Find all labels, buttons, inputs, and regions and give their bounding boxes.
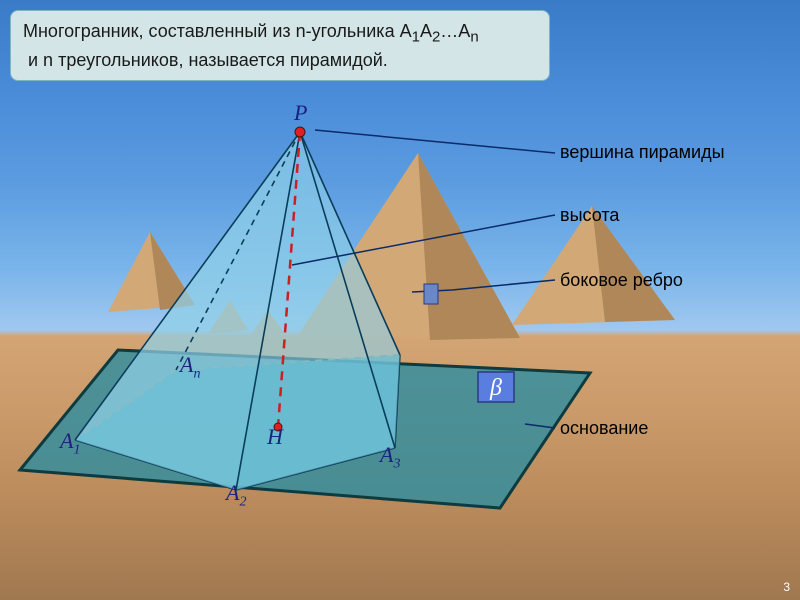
title-box: Многогранник, составленный из n-угольник…	[10, 10, 550, 81]
vertex-A1: А1	[60, 428, 80, 458]
label-height: высота	[560, 205, 619, 226]
diagram-svg: β	[0, 0, 800, 600]
title-text: Многогранник, составленный из n-угольник…	[23, 21, 479, 70]
slide-number: 3	[783, 580, 790, 594]
beta-box: β	[478, 372, 514, 402]
vertex-H: Н	[267, 424, 283, 450]
svg-text:β: β	[489, 375, 502, 401]
label-apex: вершина пирамиды	[560, 142, 725, 163]
vertex-A3: А3	[380, 442, 400, 472]
vertex-An: Аn	[180, 352, 200, 382]
vertex-P: Р	[294, 100, 307, 126]
label-base: основание	[560, 418, 648, 439]
vertex-A2: А2	[226, 480, 246, 510]
label-edge: боковое ребро	[560, 270, 683, 291]
